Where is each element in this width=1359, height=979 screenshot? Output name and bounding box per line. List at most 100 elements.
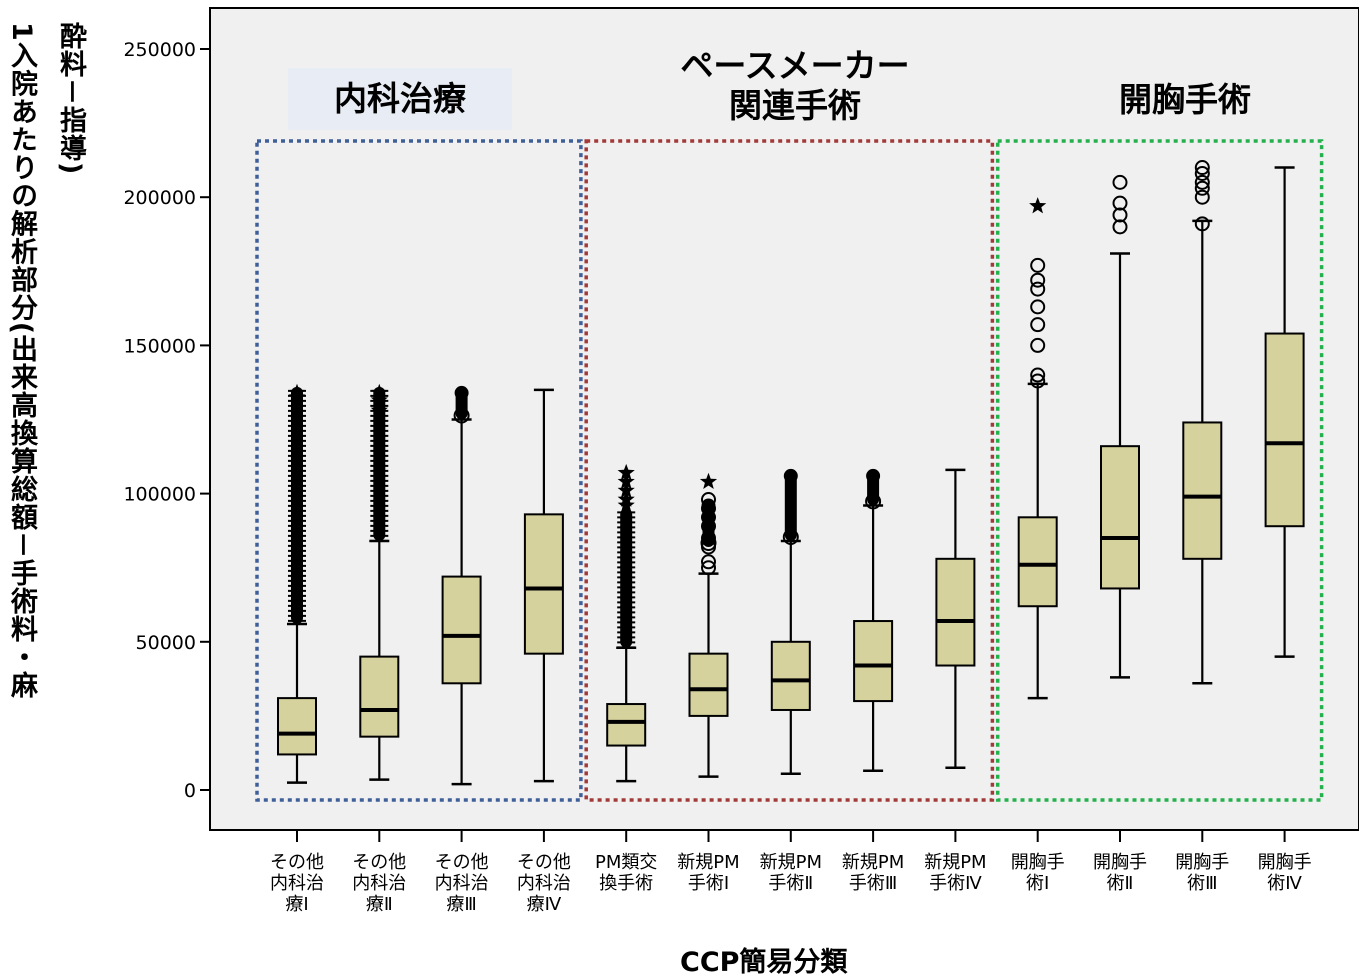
box-4 <box>606 463 647 783</box>
x-axis-label: CCP簡易分類 <box>680 947 848 978</box>
box-body <box>935 557 976 667</box>
box-body <box>606 703 647 747</box>
box-7 <box>853 468 894 772</box>
x-tick-label: 内科治 <box>270 873 324 894</box>
outlier-band-cap <box>454 385 469 400</box>
x-tick-label: 療Ⅱ <box>366 894 393 915</box>
box-body <box>1182 421 1223 560</box>
x-tick-label: PM類交 <box>595 852 657 873</box>
outlier-point <box>1112 219 1128 235</box>
group-label-pacemaker-line-1: ペースメーカー <box>680 46 910 85</box>
box-body <box>688 652 729 717</box>
x-tick-label: 開胸手 <box>1093 852 1147 873</box>
outlier-point <box>701 492 716 508</box>
box-10 <box>1100 174 1140 679</box>
box-12 <box>1264 166 1305 658</box>
outlier-point <box>701 500 716 516</box>
outlier-point <box>1030 272 1046 288</box>
extreme-marker <box>617 496 635 513</box>
outlier-point <box>701 539 716 555</box>
y-axis-label-line-2: 酔料－指導) <box>55 22 87 176</box>
box-body <box>1100 445 1140 590</box>
extreme-marker <box>617 472 635 489</box>
x-tick-label: 内科治 <box>517 873 571 894</box>
x-tick-label: 開胸手 <box>1258 852 1312 873</box>
x-tick-label: 内科治 <box>435 873 489 894</box>
outlier-point <box>1030 337 1046 353</box>
x-tick-label: 内科治 <box>352 873 406 894</box>
outlier-point <box>1030 373 1046 389</box>
box-5 <box>688 472 729 778</box>
box-series <box>277 160 1305 786</box>
extreme-marker <box>617 481 635 498</box>
box-body <box>441 575 482 685</box>
group-boxes <box>255 139 1324 802</box>
outlier-point <box>701 530 716 546</box>
outlier-point <box>1030 257 1046 273</box>
group-label-medical: 内科治療 <box>288 68 512 130</box>
outlier-point <box>1194 189 1210 205</box>
outlier-point <box>1030 367 1046 383</box>
x-tick-label: 開胸手 <box>1011 852 1065 873</box>
x-tick-label: 術Ⅳ <box>1267 873 1302 894</box>
y-axis: 0 50000 100000 150000 200000 250000 <box>123 39 210 802</box>
outlier-point <box>701 560 716 576</box>
outlier-point <box>1112 207 1128 223</box>
box-9 <box>1017 197 1058 700</box>
group-box <box>255 139 583 802</box>
x-tick-label: その他 <box>352 852 406 873</box>
x-tick-label: 新規PM <box>760 852 822 873</box>
box-body <box>853 620 894 703</box>
y-axis-label-line-1: 1入院あたりの解析部分(出来高換算総額－手術料・麻 <box>6 22 38 700</box>
x-tick-label: 療Ⅲ <box>446 894 476 915</box>
x-tick-label: その他 <box>435 852 489 873</box>
outlier-point <box>701 509 716 525</box>
outlier-point <box>1030 281 1046 297</box>
extreme-marker <box>370 391 388 408</box>
extreme-marker <box>1029 197 1047 214</box>
y-tick-label: 0 <box>184 780 196 802</box>
x-tick-label: 新規PM <box>842 852 904 873</box>
box-body <box>770 640 811 711</box>
outlier-band-cap <box>865 493 882 510</box>
outlier-point <box>1030 317 1046 333</box>
outlier-band-cap <box>453 407 470 424</box>
box-3 <box>523 388 564 783</box>
x-tick-label: 手術Ⅱ <box>768 873 813 894</box>
y-tick-label: 150000 <box>123 335 196 357</box>
x-tick-label: 手術Ⅰ <box>688 873 729 894</box>
group-label-pacemaker-line-2: 関連手術 <box>729 85 861 125</box>
x-tick-label: 術Ⅱ <box>1107 873 1134 894</box>
group-label-pacemaker: ペースメーカー 関連手術 <box>600 46 990 125</box>
outlier-band-cap <box>782 529 799 546</box>
outlier-point <box>701 518 716 534</box>
y-tick-label: 100000 <box>123 484 196 506</box>
y-tick-label: 250000 <box>123 39 196 61</box>
group-label-thoracotomy: 開胸手術 <box>1119 80 1251 119</box>
outlier-point <box>1112 195 1128 211</box>
outlier-point <box>1030 299 1046 315</box>
box-body <box>1264 332 1305 528</box>
outlier-point <box>1194 165 1210 181</box>
outlier-point <box>1194 216 1210 232</box>
box-body <box>359 655 400 738</box>
outlier-band <box>784 469 797 542</box>
x-tick-label: 新規PM <box>924 852 986 873</box>
outlier-point <box>1194 174 1210 190</box>
box-8 <box>935 468 976 770</box>
box-6 <box>770 468 811 775</box>
box-body <box>523 513 564 655</box>
x-tick-label: その他 <box>517 852 571 873</box>
box-body <box>277 697 317 756</box>
extreme-marker <box>617 463 635 481</box>
group-box <box>995 139 1324 802</box>
box-0 <box>277 383 317 784</box>
x-tick-label: 新規PM <box>677 852 739 873</box>
box-11 <box>1182 160 1223 685</box>
x-tick-label: 手術Ⅲ <box>849 873 897 894</box>
extreme-marker <box>288 388 306 405</box>
x-tick-label: 術Ⅲ <box>1187 873 1217 894</box>
x-tick-label: 療Ⅳ <box>527 894 562 915</box>
y-tick-label: 50000 <box>136 632 196 654</box>
